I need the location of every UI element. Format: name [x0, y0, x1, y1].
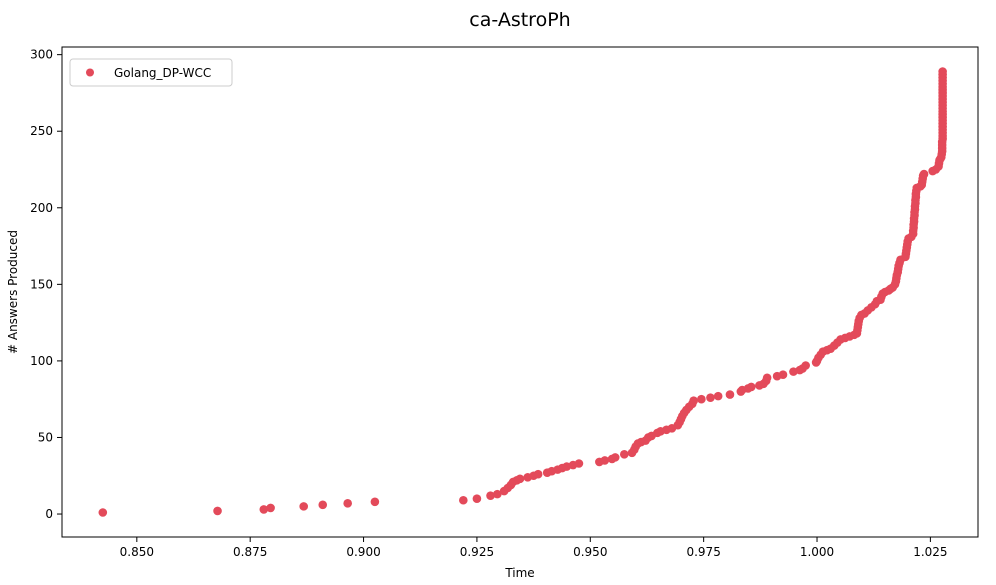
data-point	[472, 494, 482, 504]
data-point	[343, 499, 352, 508]
chart-title: ca-AstroPh	[469, 9, 570, 31]
legend-marker	[86, 68, 94, 77]
data-point	[318, 500, 328, 510]
y-tick-label: 200	[30, 201, 53, 215]
data-point	[746, 382, 756, 392]
data-point	[919, 169, 929, 179]
x-tick-label: 0.850	[120, 545, 154, 559]
data-point	[459, 495, 468, 505]
y-tick-label: 150	[30, 277, 53, 291]
y-tick-label: 0	[45, 507, 53, 521]
data-point	[689, 396, 698, 406]
data-point	[259, 505, 269, 514]
data-point	[938, 67, 947, 76]
data-point	[610, 453, 620, 462]
y-tick-label: 100	[30, 354, 53, 368]
legend: Golang_DP-WCC	[69, 58, 233, 87]
data-point	[713, 391, 723, 401]
y-tick-label: 50	[38, 430, 53, 444]
data-point	[299, 502, 308, 511]
data-point	[801, 361, 810, 370]
y-axis-label: # Answers Produced	[6, 230, 20, 354]
data-point	[706, 393, 715, 402]
x-tick-label: 0.950	[573, 545, 607, 559]
data-point	[600, 456, 610, 465]
x-tick-label: 1.025	[913, 545, 947, 559]
data-point	[697, 394, 706, 404]
y-tick-label: 250	[30, 124, 53, 138]
data-point	[725, 390, 735, 399]
data-point	[266, 503, 275, 513]
data-point	[778, 370, 788, 379]
data-point	[619, 450, 629, 459]
x-tick-label: 0.925	[460, 545, 494, 559]
x-tick-label: 0.875	[233, 545, 267, 559]
plot-frame	[61, 46, 979, 538]
data-point	[213, 506, 222, 516]
data-point	[493, 489, 502, 499]
data-point	[515, 474, 525, 484]
y-axis-ticks: 0 50 100 150 200 250 300	[30, 48, 62, 521]
data-point	[98, 508, 108, 517]
y-tick-label: 300	[30, 48, 53, 62]
x-tick-label: 1.000	[800, 545, 834, 559]
data-point	[486, 491, 495, 500]
x-axis-ticks: 0.850 0.875 0.900 0.925 0.950 0.975 1.000 1.025	[120, 537, 948, 559]
x-tick-label: 0.975	[686, 545, 720, 559]
x-axis-label: Time	[504, 566, 534, 580]
data-point	[533, 469, 543, 479]
x-tick-label: 0.900	[346, 545, 380, 559]
plot-marks	[98, 67, 947, 517]
data-point	[370, 497, 380, 507]
data-point	[762, 373, 772, 383]
legend-box	[69, 58, 233, 87]
legend-label: Golang_DP-WCC	[114, 66, 211, 80]
data-point	[574, 459, 584, 468]
